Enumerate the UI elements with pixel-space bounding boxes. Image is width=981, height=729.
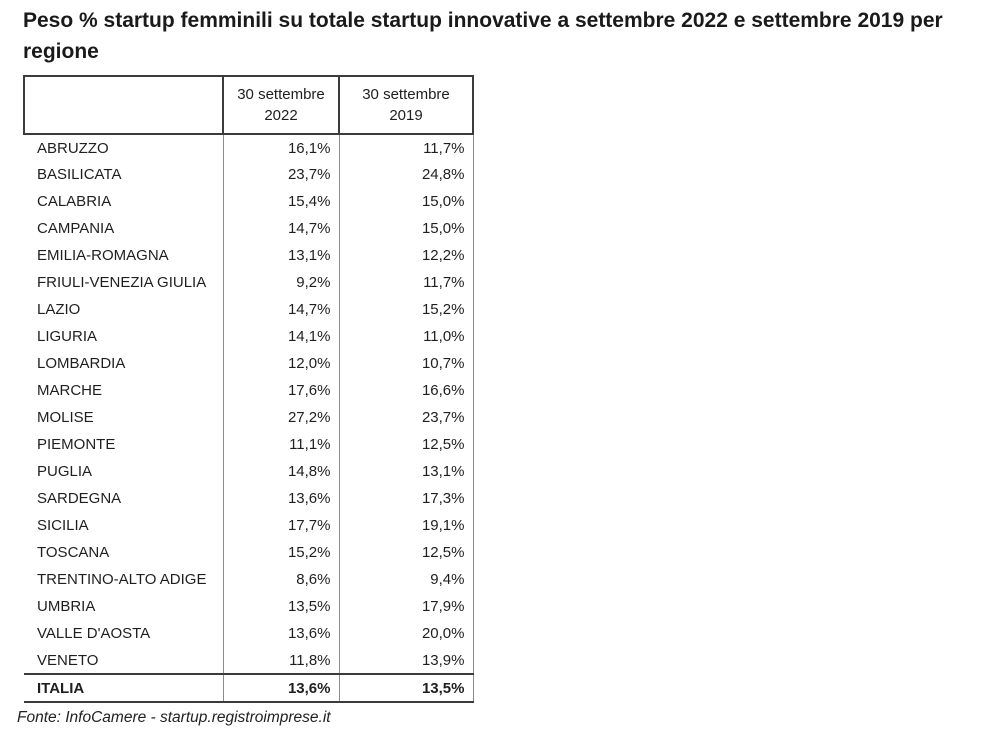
region-cell: CALABRIA — [37, 193, 112, 210]
value-2022-cell: 27,2% — [222, 404, 339, 431]
value-2022-cell: 11,8% — [222, 647, 339, 674]
header-2019-cell: 30 settembre 2019 — [338, 75, 474, 135]
region-cell: LIGURIA — [37, 328, 98, 345]
value-2022-cell: 13,6% — [222, 485, 339, 512]
table-footer: ITALIA 13,6% 13,5% — [24, 673, 474, 703]
table-body: ABRUZZO 16,1% 11,7% BASILICATA 23,7% 24,8% CAL… — [24, 134, 474, 674]
table-row: UMBRIA 13,5% 17,9% — [24, 593, 474, 620]
value-2022-cell: 13,1% — [222, 242, 339, 269]
value-2019-cell: 23,7% — [338, 404, 474, 431]
value-2022-cell: 13,6% — [222, 620, 339, 647]
table-row: LOMBARDIA 12,0% 10,7% — [24, 350, 474, 377]
value-2022-cell: 9,2% — [222, 269, 339, 296]
value-2019-cell: 11,7% — [338, 269, 474, 296]
table-row: PIEMONTE 11,1% 12,5% — [24, 431, 474, 458]
header-region-cell — [23, 75, 224, 135]
header-2019-line2: 2019 — [389, 107, 423, 124]
table-row: BASILICATA 23,7% 24,8% — [24, 161, 474, 188]
value-2019-cell: 13,9% — [338, 647, 474, 674]
value-2022-cell: 12,0% — [222, 350, 339, 377]
value-2019-cell: 13,1% — [338, 458, 474, 485]
total-value-2022-cell: 13,6% — [222, 673, 339, 703]
region-cell: TOSCANA — [37, 544, 110, 561]
value-2019-cell: 10,7% — [338, 350, 474, 377]
region-cell: LOMBARDIA — [37, 355, 126, 372]
value-2019-cell: 11,0% — [338, 323, 474, 350]
region-cell: EMILIA-ROMAGNA — [37, 247, 169, 264]
value-2022-cell: 11,1% — [222, 431, 339, 458]
region-cell: SARDEGNA — [37, 490, 122, 507]
table-row: VENETO 11,8% 13,9% — [24, 647, 474, 674]
value-2022-cell: 15,4% — [222, 188, 339, 215]
value-2019-cell: 12,5% — [338, 539, 474, 566]
header-2022-line1: 30 settembre — [237, 86, 325, 103]
total-value-2019-cell: 13,5% — [338, 673, 474, 703]
region-cell: MOLISE — [37, 409, 94, 426]
table-row: CAMPANIA 14,7% 15,0% — [24, 215, 474, 242]
header-2022-line2: 2022 — [264, 107, 298, 124]
value-2019-cell: 12,5% — [338, 431, 474, 458]
table-row: MOLISE 27,2% 23,7% — [24, 404, 474, 431]
total-region-cell: ITALIA — [24, 673, 223, 703]
table-row: SICILIA 17,7% 19,1% — [24, 512, 474, 539]
value-2019-cell: 12,2% — [338, 242, 474, 269]
table-row: ABRUZZO 16,1% 11,7% — [24, 134, 474, 161]
value-2022-cell: 17,7% — [222, 512, 339, 539]
value-2019-cell: 17,9% — [338, 593, 474, 620]
region-cell: BASILICATA — [37, 166, 122, 183]
table-row: LIGURIA 14,1% 11,0% — [24, 323, 474, 350]
value-2019-cell: 17,3% — [338, 485, 474, 512]
header-row: 30 settembre 2022 30 settembre 2019 — [23, 75, 474, 135]
value-2019-cell: 15,0% — [338, 215, 474, 242]
value-2022-cell: 14,7% — [222, 296, 339, 323]
region-cell: FRIULI-VENEZIA GIULIA — [37, 274, 207, 291]
table-row: EMILIA-ROMAGNA 13,1% 12,2% — [24, 242, 474, 269]
value-2019-cell: 24,8% — [338, 161, 474, 188]
value-2019-cell: 20,0% — [338, 620, 474, 647]
value-2022-cell: 14,8% — [222, 458, 339, 485]
value-2019-cell: 9,4% — [338, 566, 474, 593]
source-note: Fonte: InfoCamere - startup.registroimpr… — [17, 709, 331, 726]
region-cell: SICILIA — [37, 517, 89, 534]
value-2022-cell: 17,6% — [222, 377, 339, 404]
value-2019-cell: 11,7% — [338, 134, 474, 161]
table-row: FRIULI-VENEZIA GIULIA 9,2% 11,7% — [24, 269, 474, 296]
table-row: VALLE D'AOSTA 13,6% 20,0% — [24, 620, 474, 647]
region-cell: CAMPANIA — [37, 220, 115, 237]
table-row: TRENTINO-ALTO ADIGE 8,6% 9,4% — [24, 566, 474, 593]
region-cell: LAZIO — [37, 301, 81, 318]
region-cell: UMBRIA — [37, 598, 96, 615]
table-row: SARDEGNA 13,6% 17,3% — [24, 485, 474, 512]
table-row: MARCHE 17,6% 16,6% — [24, 377, 474, 404]
value-2022-cell: 14,7% — [222, 215, 339, 242]
value-2022-cell: 23,7% — [222, 161, 339, 188]
region-cell: PIEMONTE — [37, 436, 116, 453]
region-cell: VENETO — [37, 651, 99, 669]
value-2022-cell: 8,6% — [222, 566, 339, 593]
value-2019-cell: 16,6% — [338, 377, 474, 404]
region-cell: VALLE D'AOSTA — [37, 625, 151, 642]
value-2022-cell: 15,2% — [222, 539, 339, 566]
region-cell: TRENTINO-ALTO ADIGE — [37, 571, 207, 588]
data-table: 30 settembre 2022 30 settembre 2019 ABRU… — [23, 75, 474, 703]
value-2019-cell: 19,1% — [338, 512, 474, 539]
value-2022-cell: 13,5% — [222, 593, 339, 620]
value-2019-cell: 15,0% — [338, 188, 474, 215]
region-cell: MARCHE — [37, 382, 103, 399]
page-title: Peso % startup femminili su totale start… — [23, 9, 943, 63]
total-row: ITALIA 13,6% 13,5% — [24, 673, 474, 703]
table-row: PUGLIA 14,8% 13,1% — [24, 458, 474, 485]
region-cell: ABRUZZO — [37, 139, 109, 157]
region-cell: PUGLIA — [37, 463, 93, 480]
table-row: TOSCANA 15,2% 12,5% — [24, 539, 474, 566]
value-2019-cell: 15,2% — [338, 296, 474, 323]
table-row: LAZIO 14,7% 15,2% — [24, 296, 474, 323]
header-2022-cell: 30 settembre 2022 — [222, 75, 340, 135]
table-row: CALABRIA 15,4% 15,0% — [24, 188, 474, 215]
table-header: 30 settembre 2022 30 settembre 2019 — [23, 75, 474, 135]
value-2022-cell: 16,1% — [222, 134, 339, 161]
value-2022-cell: 14,1% — [222, 323, 339, 350]
header-2019-line1: 30 settembre — [362, 86, 450, 103]
